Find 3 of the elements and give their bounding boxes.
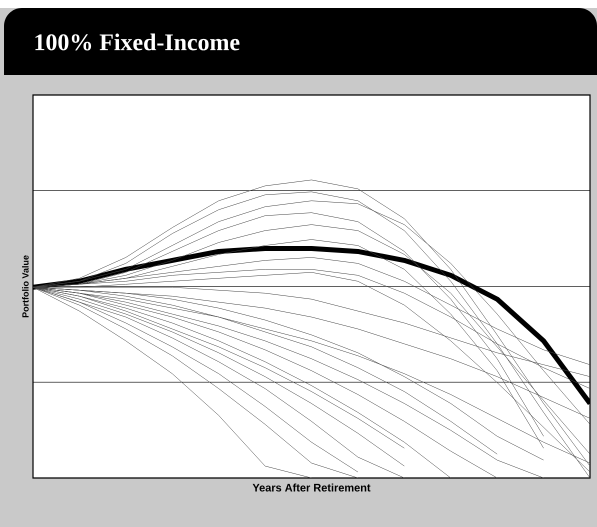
x-axis-title: Years After Retirement xyxy=(252,484,370,492)
y-axis-title: Portfolio Value xyxy=(22,255,29,318)
chart-title: 100% Fixed-Income xyxy=(35,34,240,50)
